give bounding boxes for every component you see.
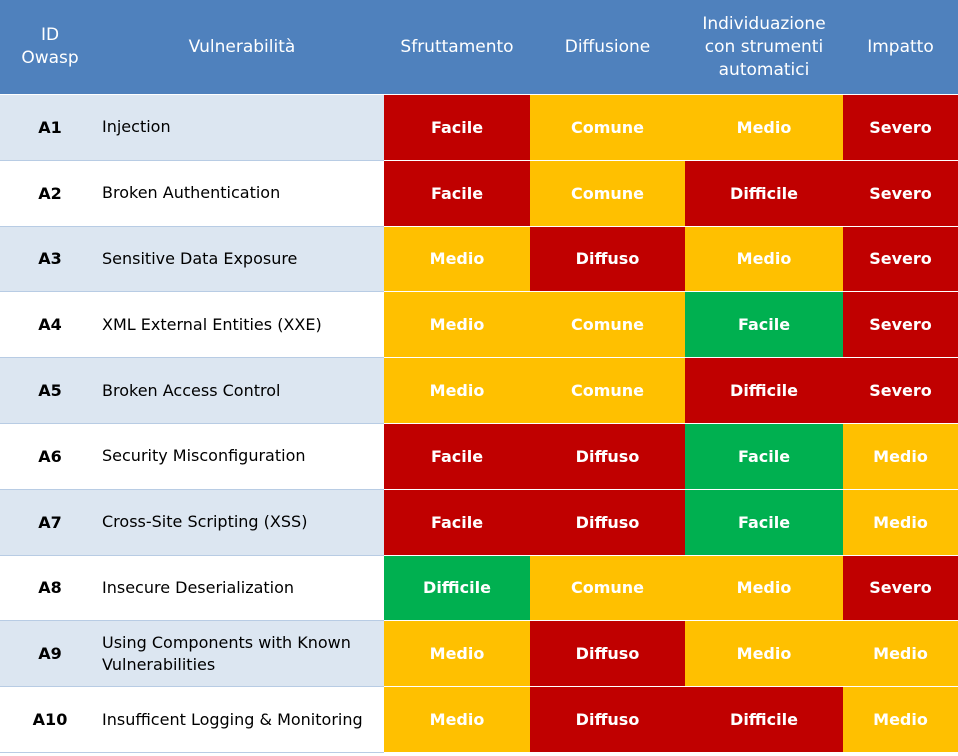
diffusione-rating-cell: Comune <box>530 94 685 161</box>
table-row: A9 Using Components with Known Vulnerabil… <box>0 620 958 688</box>
owasp-id-cell: A9 <box>0 620 100 688</box>
impatto-rating-cell: Severo <box>843 357 958 424</box>
owasp-id-cell: A4 <box>0 291 100 359</box>
individuazione-rating-cell: Difficile <box>685 686 843 753</box>
header-id-line2: Owasp <box>21 48 79 68</box>
vulnerability-name-cell: Security Misconfiguration <box>100 423 384 490</box>
owasp-id-cell: A2 <box>0 160 100 227</box>
individuazione-rating-cell: Medio <box>685 620 843 688</box>
impatto-rating-cell: Medio <box>843 423 958 490</box>
impatto-rating-cell: Severo <box>843 291 958 359</box>
sfruttamento-rating-cell: Medio <box>384 686 530 753</box>
individuazione-rating-cell: Difficile <box>685 357 843 424</box>
header-individuazione-line1: Individuazione <box>702 13 826 34</box>
sfruttamento-rating-cell: Facile <box>384 160 530 227</box>
vulnerability-name-cell: Cross-Site Scripting (XSS) <box>100 489 384 556</box>
vulnerability-name-cell: Broken Authentication <box>100 160 384 227</box>
sfruttamento-rating-cell: Medio <box>384 357 530 424</box>
vulnerability-name-cell: Sensitive Data Exposure <box>100 226 384 293</box>
impatto-rating-cell: Medio <box>843 489 958 556</box>
sfruttamento-rating-cell: Facile <box>384 94 530 161</box>
header-id: ID Owasp <box>0 0 100 95</box>
header-individuazione-line2: con strumenti <box>704 36 824 57</box>
diffusione-rating-cell: Diffuso <box>530 620 685 688</box>
header-name: Vulnerabilità <box>100 0 384 95</box>
header-individuazione: Individuazione con strumenti automatici <box>685 0 843 95</box>
header-impatto: Impatto <box>843 0 958 95</box>
individuazione-rating-cell: Facile <box>685 489 843 556</box>
vulnerability-name-cell: Insufficent Logging & Monitoring <box>100 686 384 753</box>
impatto-rating-cell: Medio <box>843 686 958 753</box>
sfruttamento-rating-cell: Facile <box>384 423 530 490</box>
diffusione-rating-cell: Comune <box>530 291 685 359</box>
header-individuazione-line3: automatici <box>718 59 810 80</box>
individuazione-rating-cell: Medio <box>685 226 843 293</box>
vulnerability-name-cell: Using Components with Known Vulnerabilit… <box>100 620 384 688</box>
sfruttamento-rating-cell: Medio <box>384 226 530 293</box>
sfruttamento-rating-cell: Difficile <box>384 555 530 622</box>
table-body: A1 Injection Facile Comune Medio Severo A2 Brok… <box>0 94 958 753</box>
vulnerability-name-cell: Injection <box>100 94 384 161</box>
table-row: A3 Sensitive Data Exposure Medio Diffuso Med… <box>0 226 958 293</box>
table-row: A1 Injection Facile Comune Medio Severo <box>0 94 958 161</box>
vulnerability-name-cell: Broken Access Control <box>100 357 384 424</box>
diffusione-rating-cell: Diffuso <box>530 489 685 556</box>
owasp-id-cell: A8 <box>0 555 100 622</box>
table-row: A6 Security Misconfiguration Facile Diffuso… <box>0 423 958 490</box>
owasp-id-cell: A10 <box>0 686 100 753</box>
individuazione-rating-cell: Difficile <box>685 160 843 227</box>
individuazione-rating-cell: Medio <box>685 555 843 622</box>
diffusione-rating-cell: Comune <box>530 357 685 424</box>
impatto-rating-cell: Severo <box>843 226 958 293</box>
table-row: A4 XML External Entities (XXE) Medio Comune… <box>0 291 958 359</box>
vulnerability-name-cell: XML External Entities (XXE) <box>100 291 384 359</box>
owasp-id-cell: A6 <box>0 423 100 490</box>
diffusione-rating-cell: Comune <box>530 555 685 622</box>
diffusione-rating-cell: Diffuso <box>530 686 685 753</box>
header-diffusione: Diffusione <box>530 0 685 95</box>
table-row: A7 Cross-Site Scripting (XSS) Facile Diffus… <box>0 489 958 556</box>
impatto-rating-cell: Severo <box>843 555 958 622</box>
impatto-rating-cell: Medio <box>843 620 958 688</box>
header-row: ID Owasp Vulnerabilità Sfruttamento Diff… <box>0 0 958 95</box>
sfruttamento-rating-cell: Medio <box>384 291 530 359</box>
individuazione-rating-cell: Facile <box>685 291 843 359</box>
diffusione-rating-cell: Diffuso <box>530 226 685 293</box>
header-sfruttamento: Sfruttamento <box>384 0 530 95</box>
vulnerability-name-cell: Insecure Deserialization <box>100 555 384 622</box>
sfruttamento-rating-cell: Medio <box>384 620 530 688</box>
owasp-id-cell: A5 <box>0 357 100 424</box>
table-row: A10 Insufficent Logging & Monitoring Medio… <box>0 686 958 753</box>
table-row: A2 Broken Authentication Facile Comune Diffi… <box>0 160 958 227</box>
table-row: A5 Broken Access Control Medio Comune Diffic… <box>0 357 958 424</box>
impatto-rating-cell: Severo <box>843 160 958 227</box>
table-row: A8 Insecure Deserialization Difficile Comun… <box>0 555 958 622</box>
sfruttamento-rating-cell: Facile <box>384 489 530 556</box>
impatto-rating-cell: Severo <box>843 94 958 161</box>
owasp-id-cell: A7 <box>0 489 100 556</box>
owasp-id-cell: A1 <box>0 94 100 161</box>
individuazione-rating-cell: Facile <box>685 423 843 490</box>
header-id-line1: ID <box>40 25 60 45</box>
owasp-id-cell: A3 <box>0 226 100 293</box>
individuazione-rating-cell: Medio <box>685 94 843 161</box>
diffusione-rating-cell: Diffuso <box>530 423 685 490</box>
diffusione-rating-cell: Comune <box>530 160 685 227</box>
